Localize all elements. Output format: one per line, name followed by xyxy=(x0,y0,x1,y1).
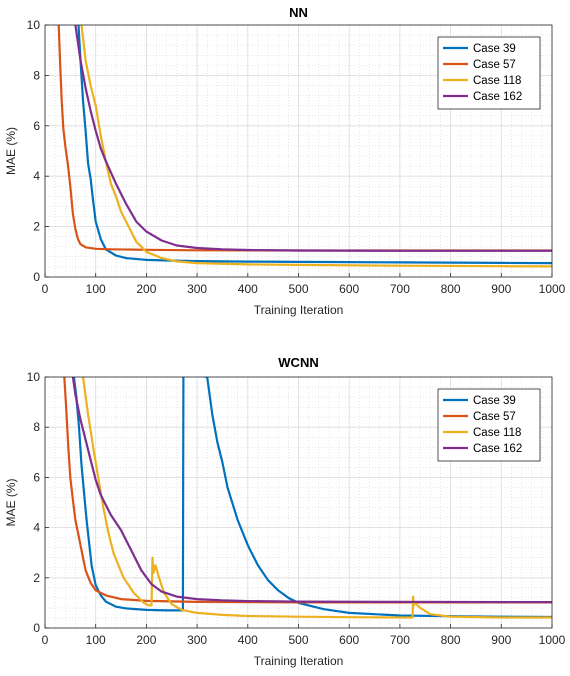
x-tick-label: 900 xyxy=(491,282,511,296)
y-tick-label: 6 xyxy=(33,470,40,484)
series-group xyxy=(63,377,552,619)
y-tick-label: 10 xyxy=(27,370,41,384)
x-tick-label: 800 xyxy=(441,633,461,647)
y-axis-label: MAE (%) xyxy=(4,478,18,526)
legend: Case 39 Case 57 Case 118 Case 162 xyxy=(437,388,541,462)
axes-box xyxy=(44,376,553,629)
y-tick-label: 2 xyxy=(33,220,40,234)
y-tick-label: 0 xyxy=(33,270,40,284)
y-tick-label: 8 xyxy=(33,420,40,434)
series-line-case-118 xyxy=(81,377,552,619)
x-tick-label: 1000 xyxy=(539,282,566,296)
x-tick-label: 400 xyxy=(238,282,258,296)
legend-entry: Case 57 xyxy=(473,411,516,423)
x-tick-label: 500 xyxy=(288,282,308,296)
chart-title: NN xyxy=(289,5,308,20)
x-axis-label: Training Iteration xyxy=(254,654,344,668)
x-tick-label: 700 xyxy=(390,633,410,647)
legend-entry: Case 118 xyxy=(473,75,521,87)
legend-entry: Case 57 xyxy=(473,59,516,71)
series-line-case-39 xyxy=(77,25,552,265)
x-tick-label: 200 xyxy=(136,633,156,647)
y-tick-label: 4 xyxy=(33,521,40,535)
x-tick-label: 200 xyxy=(136,282,156,296)
x-tick-label: 600 xyxy=(339,282,359,296)
x-tick-label: 300 xyxy=(187,282,207,296)
axes-box xyxy=(44,24,553,278)
legend-entry: Case 162 xyxy=(473,91,522,103)
chart-title: WCNN xyxy=(278,355,318,370)
x-tick-label: 0 xyxy=(42,282,49,296)
x-tick-label: 300 xyxy=(187,633,207,647)
legend-entry: Case 39 xyxy=(473,43,516,55)
chart-panel-1: 0 100 200 300 400 500 600 700 800 900 1000 0 2 4 6 8 10 N… xyxy=(4,5,566,317)
x-tick-label: 100 xyxy=(86,282,106,296)
legend-entry: Case 162 xyxy=(473,443,522,455)
x-tick-label: 900 xyxy=(491,633,511,647)
series-line-case-162 xyxy=(71,377,552,604)
x-tick-label: 0 xyxy=(42,633,49,647)
y-tick-label: 8 xyxy=(33,68,40,82)
x-tick-label: 400 xyxy=(238,633,258,647)
series-group xyxy=(57,25,552,268)
series-line-case-57 xyxy=(57,25,552,252)
y-tick-label: 6 xyxy=(33,119,40,133)
y-tick-label: 10 xyxy=(27,18,41,32)
series-line-case-162 xyxy=(74,25,552,252)
legend-entry: Case 39 xyxy=(473,395,516,407)
x-tick-label: 700 xyxy=(390,282,410,296)
x-axis-label: Training Iteration xyxy=(254,303,344,317)
legend: Case 39 Case 57 Case 118 Case 162 xyxy=(437,36,541,110)
x-tick-label: 100 xyxy=(86,633,106,647)
x-tick-label: 800 xyxy=(441,282,461,296)
x-tick-label: 600 xyxy=(339,633,359,647)
y-tick-label: 4 xyxy=(33,169,40,183)
x-tick-label: 500 xyxy=(288,633,308,647)
y-tick-label: 2 xyxy=(33,571,40,585)
chart-panel-2: 0 100 200 300 400 500 600 700 800 900 1000 0 2 4 6 8 10 W… xyxy=(4,355,566,668)
y-axis-label: MAE (%) xyxy=(4,127,18,175)
x-tick-label: 1000 xyxy=(539,633,566,647)
series-line-case-57 xyxy=(63,377,552,604)
series-line-case-118 xyxy=(80,25,552,268)
y-tick-label: 0 xyxy=(33,621,40,635)
legend-entry: Case 118 xyxy=(473,427,521,439)
